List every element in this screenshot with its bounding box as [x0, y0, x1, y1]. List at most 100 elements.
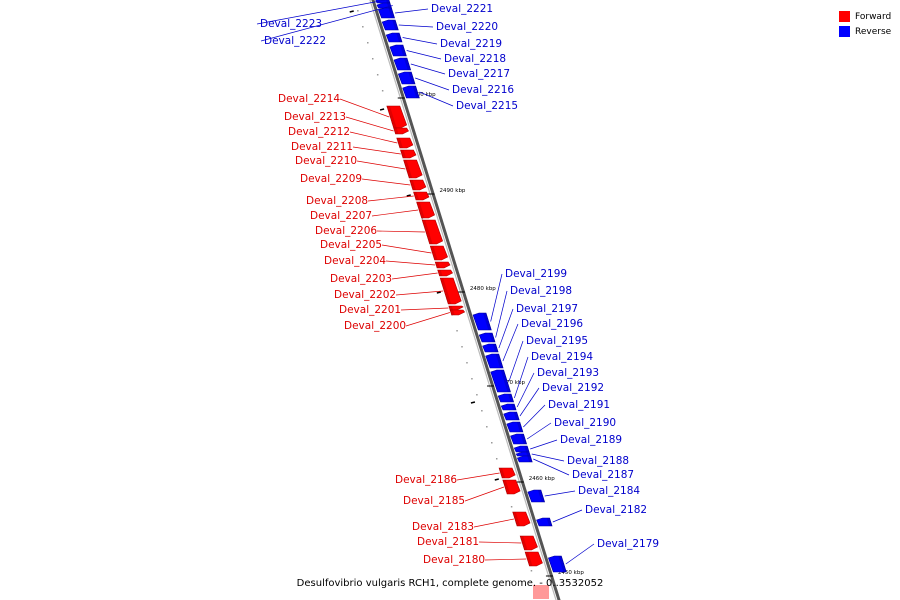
- gene-label[interactable]: Deval_2210: [295, 155, 357, 167]
- gene-label[interactable]: Deval_2197: [516, 303, 578, 315]
- gene-block[interactable]: [449, 309, 466, 316]
- gene-label[interactable]: Deval_2208: [306, 195, 368, 207]
- gene-deval-2196[interactable]: Deval_2196: [485, 318, 584, 369]
- gene-deval-2195[interactable]: Deval_2195: [490, 335, 588, 393]
- gene-label[interactable]: Deval_2183: [412, 521, 474, 533]
- gene-label[interactable]: Deval_2223: [260, 18, 322, 30]
- gene-block[interactable]: [437, 269, 453, 277]
- gene-label[interactable]: Deval_2209: [300, 173, 362, 185]
- gene-label[interactable]: Deval_2205: [320, 239, 382, 251]
- gene-deval-2213[interactable]: Deval_2213: [284, 111, 409, 135]
- gene-label[interactable]: Deval_2199: [505, 268, 567, 280]
- gene-deval-2182[interactable]: Deval_2182: [536, 504, 648, 527]
- gene-label[interactable]: Deval_2201: [339, 304, 401, 316]
- gene-block[interactable]: [512, 511, 531, 527]
- gene-label[interactable]: Deval_2195: [526, 335, 588, 347]
- gene-deval-2210[interactable]: Deval_2210: [295, 155, 423, 179]
- gene-label[interactable]: Deval_2184: [578, 485, 640, 497]
- gene-deval-2186[interactable]: Deval_2186: [395, 467, 516, 486]
- gene-label[interactable]: Deval_2189: [560, 434, 622, 446]
- gene-label[interactable]: Deval_2212: [288, 126, 350, 138]
- gene-deval-2215[interactable]: Deval_2215: [402, 85, 518, 112]
- gene-block[interactable]: [413, 191, 430, 201]
- gene-deval-2197[interactable]: Deval_2197: [482, 303, 578, 353]
- gene-deval-2183[interactable]: Deval_2183: [412, 511, 531, 533]
- gene-deval-2190[interactable]: Deval_2190: [510, 417, 617, 445]
- gene-block[interactable]: [510, 433, 528, 445]
- gene-deval-2191[interactable]: Deval_2191: [506, 399, 610, 433]
- gene-block[interactable]: [402, 85, 420, 99]
- gene-block[interactable]: [515, 451, 531, 457]
- gene-deval-2185[interactable]: Deval_2185: [403, 479, 521, 507]
- gene-deval-2192[interactable]: Deval_2192: [503, 382, 604, 421]
- gene-label[interactable]: Deval_2196: [521, 318, 583, 330]
- gene-label[interactable]: Deval_2179: [597, 538, 659, 550]
- gene-deval-2179[interactable]: Deval_2179: [547, 538, 659, 573]
- gene-block[interactable]: [536, 517, 553, 527]
- gene-label[interactable]: Deval_2185: [403, 495, 465, 507]
- gene-deval-2206[interactable]: Deval_2206: [315, 219, 444, 245]
- gene-block[interactable]: [421, 219, 444, 245]
- gene-label[interactable]: Deval_2200: [344, 320, 406, 332]
- gene-block[interactable]: [527, 489, 546, 503]
- gene-label[interactable]: Deval_2203: [330, 273, 392, 285]
- gene-block[interactable]: [448, 305, 464, 311]
- gene-deval-2217[interactable]: Deval_2217: [393, 57, 510, 80]
- gene-label[interactable]: Deval_2194: [531, 351, 593, 363]
- gene-block[interactable]: [385, 32, 403, 43]
- gene-deval-2211[interactable]: Deval_2211: [291, 141, 417, 159]
- gene-block[interactable]: [503, 411, 520, 421]
- gene-block[interactable]: [439, 277, 462, 305]
- gene-label[interactable]: Deval_2198: [510, 285, 572, 297]
- gene-label[interactable]: Deval_2193: [537, 367, 599, 379]
- gene-deval-2220[interactable]: Deval_2220: [381, 19, 498, 33]
- gene-label[interactable]: Deval_2192: [542, 382, 604, 394]
- gene-block[interactable]: [378, 7, 395, 19]
- gene-label[interactable]: Deval_2187: [572, 469, 634, 481]
- gene-block[interactable]: [547, 555, 567, 573]
- gene-label[interactable]: Deval_2218: [444, 53, 506, 65]
- gene-block[interactable]: [502, 479, 521, 495]
- gene-label[interactable]: Deval_2215: [456, 100, 518, 112]
- gene-label[interactable]: Deval_2188: [567, 455, 629, 467]
- gene-block[interactable]: [506, 421, 524, 433]
- gene-block[interactable]: [403, 159, 423, 179]
- gene-label[interactable]: Deval_2191: [548, 399, 610, 411]
- gene-label[interactable]: Deval_2206: [315, 225, 377, 237]
- gene-deval-2201[interactable]: Deval_2201: [339, 304, 464, 316]
- gene-deval-2207[interactable]: Deval_2207: [310, 201, 435, 222]
- gene-label[interactable]: Deval_2217: [448, 68, 510, 80]
- gene-deval-2187[interactable]: Deval_2187: [516, 455, 634, 481]
- gene-block[interactable]: [472, 312, 492, 331]
- gene-deval-2209[interactable]: Deval_2209: [300, 173, 427, 191]
- gene-label[interactable]: Deval_2211: [291, 141, 353, 153]
- gene-label[interactable]: Deval_2181: [417, 536, 479, 548]
- gene-block[interactable]: [416, 201, 435, 219]
- gene-block[interactable]: [397, 71, 416, 85]
- gene-block[interactable]: [386, 105, 408, 129]
- gene-deval-2189[interactable]: Deval_2189: [513, 434, 622, 453]
- gene-deval-2223[interactable]: Deval_2223: [256, 0, 391, 30]
- gene-deval-2180[interactable]: Deval_2180: [423, 551, 543, 567]
- gene-block[interactable]: [485, 353, 504, 369]
- gene-block[interactable]: [478, 332, 496, 343]
- gene-deval-2200[interactable]: Deval_2200: [344, 309, 466, 332]
- gene-block[interactable]: [498, 467, 516, 479]
- gene-block[interactable]: [500, 403, 517, 411]
- gene-block[interactable]: [482, 343, 499, 353]
- gene-label[interactable]: Deval_2221: [431, 3, 493, 15]
- gene-deval-2219[interactable]: Deval_2219: [385, 32, 502, 50]
- gene-block[interactable]: [513, 445, 530, 453]
- gene-deval-2198[interactable]: Deval_2198: [478, 285, 572, 343]
- gene-deval-2205[interactable]: Deval_2205: [320, 239, 448, 261]
- gene-label[interactable]: Deval_2207: [310, 210, 372, 222]
- gene-deval-2202[interactable]: Deval_2202: [334, 277, 462, 305]
- gene-deval-2222[interactable]: Deval_2222: [260, 2, 393, 47]
- gene-block[interactable]: [516, 455, 533, 463]
- gene-block[interactable]: [409, 179, 427, 191]
- gene-block[interactable]: [393, 57, 412, 71]
- gene-label[interactable]: Deval_2180: [423, 554, 485, 566]
- gene-label[interactable]: Deval_2186: [395, 474, 457, 486]
- gene-label[interactable]: Deval_2190: [554, 417, 616, 429]
- gene-deval-2194[interactable]: Deval_2194: [497, 351, 593, 403]
